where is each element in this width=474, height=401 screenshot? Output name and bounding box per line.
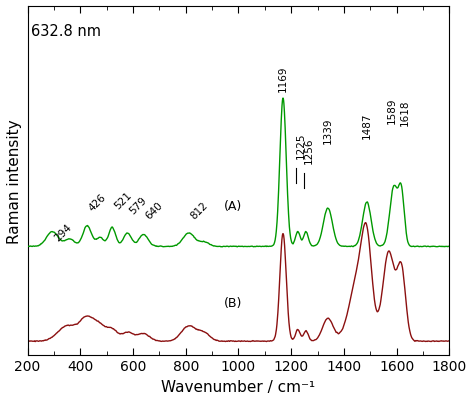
Text: (A): (A) (224, 199, 242, 213)
Text: 1169: 1169 (278, 65, 288, 91)
Text: 812: 812 (189, 200, 210, 221)
Text: 1339: 1339 (323, 117, 333, 144)
Text: 1618: 1618 (400, 100, 410, 126)
Text: 579: 579 (128, 194, 148, 216)
Text: 632.8 nm: 632.8 nm (31, 24, 101, 39)
Text: 521: 521 (112, 190, 133, 211)
Text: 294: 294 (52, 222, 73, 243)
Y-axis label: Raman intensity: Raman intensity (7, 119, 22, 243)
Text: 1225: 1225 (296, 132, 306, 158)
Text: 1256: 1256 (304, 137, 314, 164)
Text: (B): (B) (224, 296, 242, 309)
X-axis label: Wavenumber / cm⁻¹: Wavenumber / cm⁻¹ (162, 379, 316, 394)
Text: 1589: 1589 (387, 97, 397, 124)
Text: 1487: 1487 (362, 112, 372, 139)
Text: 426: 426 (87, 192, 108, 213)
Text: 640: 640 (144, 200, 164, 221)
